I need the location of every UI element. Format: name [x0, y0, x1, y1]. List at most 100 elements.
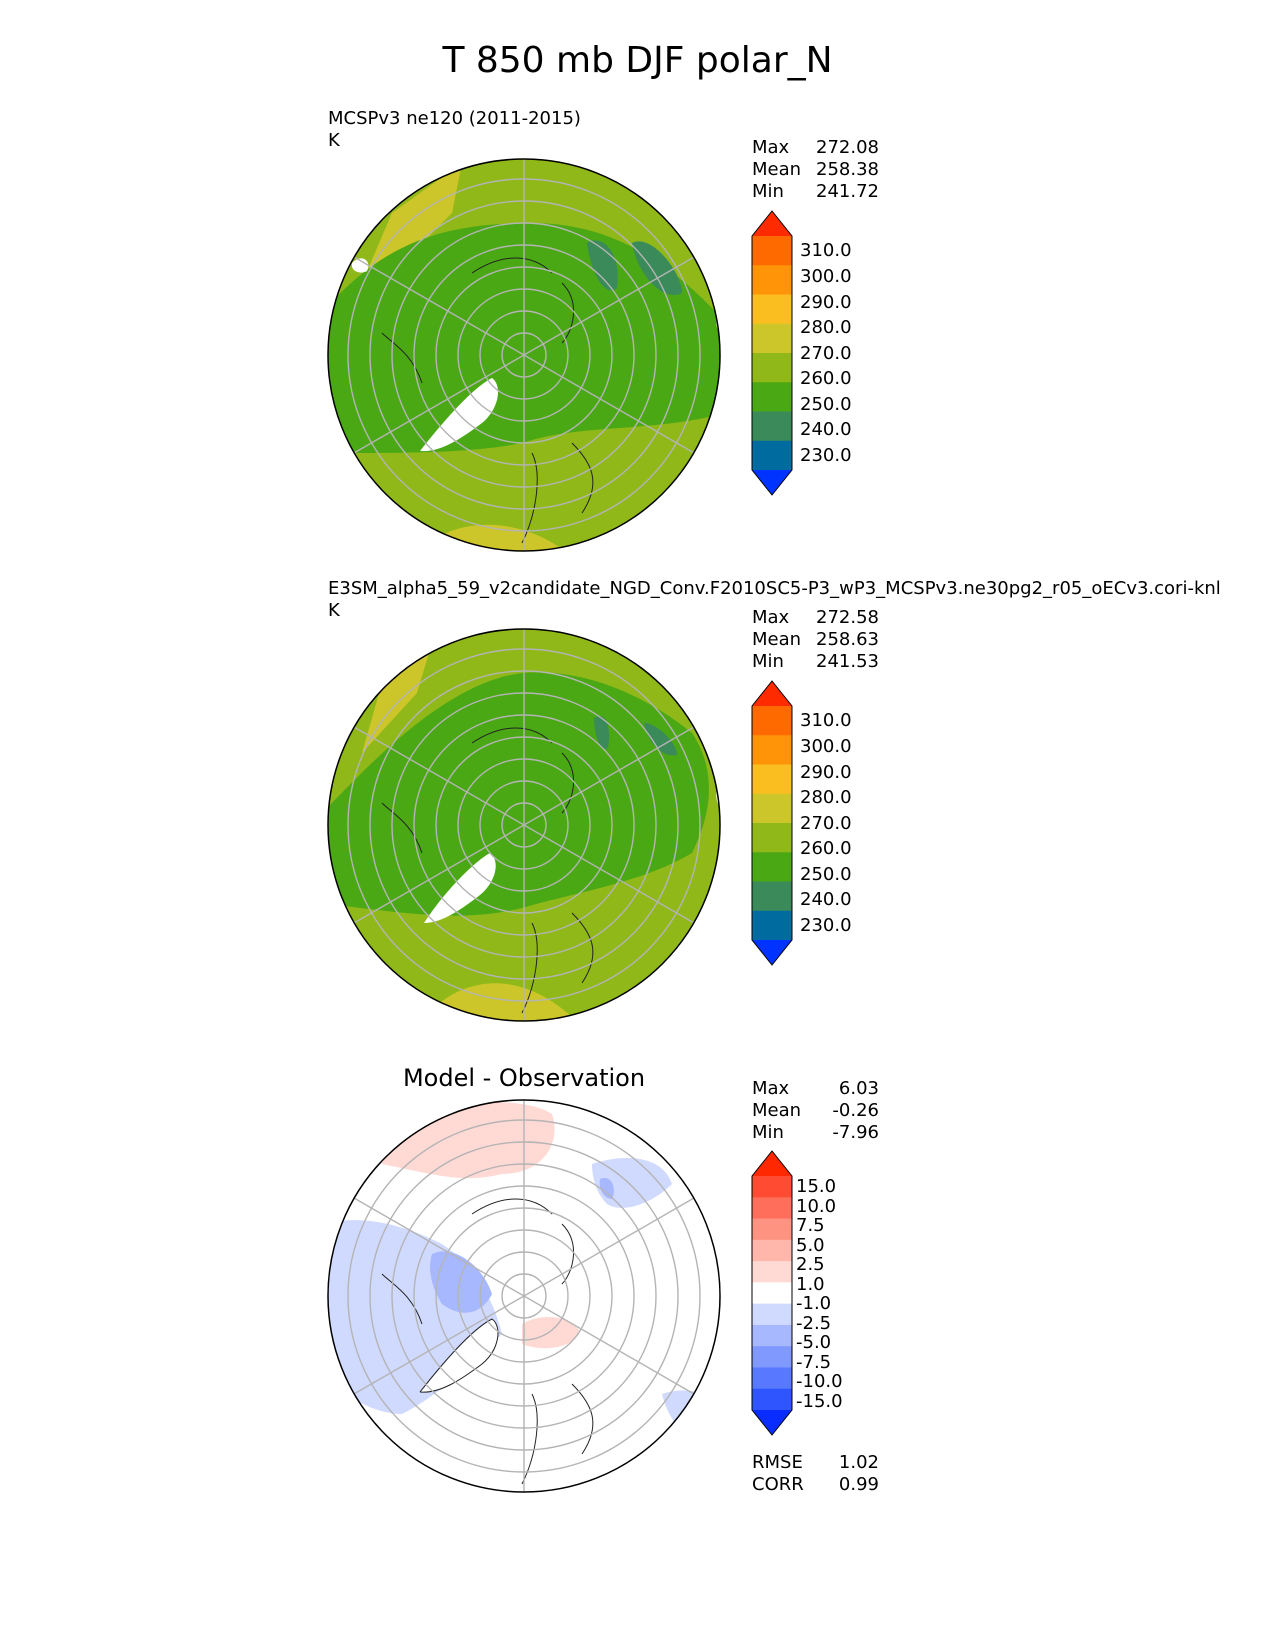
colorbar-segment [752, 852, 792, 882]
colorbar-segment [752, 1239, 792, 1262]
colorbar-segment [752, 1282, 792, 1305]
cb-label: -7.5 [796, 1352, 832, 1373]
mask-a [351, 258, 369, 273]
colorbar-segment [752, 764, 792, 795]
colorbar-segment [752, 1388, 792, 1411]
colorbar-outline [751, 680, 793, 966]
panel-1-map [327, 158, 721, 552]
coastlines [381, 727, 594, 1014]
panel-1-colorbar [751, 210, 793, 496]
colorbar-segment [752, 1218, 792, 1241]
colorbar-segment [752, 294, 792, 325]
panel-2-map [327, 628, 721, 1022]
graticule [347, 629, 701, 1021]
cb-label: 290.0 [800, 762, 852, 783]
stat-mean-label: Mean [752, 159, 802, 180]
cb-label: 270.0 [800, 343, 852, 364]
cb-label: 10.0 [796, 1196, 837, 1217]
cb-label: -10.0 [796, 1371, 843, 1392]
colorbar-segment [752, 735, 792, 765]
map-boundary [327, 628, 721, 1022]
colorbar-segment [752, 1324, 792, 1347]
stat-mean-value: 258.38 [816, 159, 879, 180]
colorbar-segment [752, 1176, 792, 1198]
colorbar-extend-max [752, 1151, 792, 1176]
cb-label: -1.0 [796, 1293, 832, 1314]
panel-2-units: K [328, 600, 340, 621]
colorbar-segment [752, 1303, 792, 1326]
panel-3-metrics: RMSE 1.02 CORR 0.99 [752, 1452, 879, 1496]
colorbar-segment [752, 706, 792, 736]
cb-label: 240.0 [800, 419, 852, 440]
coastlines [381, 1198, 594, 1485]
panel-1-units: K [328, 130, 340, 151]
graticule [347, 1100, 701, 1492]
map-fill-negative-east-core [599, 1178, 614, 1199]
panel-1-title: MCSPv3 ne120 (2011-2015) [328, 108, 581, 129]
colorbar-segment [752, 881, 792, 912]
cb-label: 280.0 [800, 317, 852, 338]
stat-max-value: 272.58 [816, 607, 879, 628]
cb-label: 310.0 [800, 710, 852, 731]
metric-corr-label: CORR [752, 1474, 804, 1495]
stat-min-label: Min [752, 1122, 784, 1143]
stat-max-label: Max [752, 137, 790, 158]
cb-label: -15.0 [796, 1391, 843, 1412]
colorbar-extend-max [752, 681, 792, 706]
colorbar-segment [752, 411, 792, 442]
panel-2-colorbar [751, 680, 793, 966]
stat-max-value: 272.08 [816, 137, 879, 158]
cb-label: 7.5 [796, 1215, 825, 1236]
map-fill-280-south [412, 524, 572, 551]
stat-min-value: 241.72 [816, 181, 879, 202]
stat-max-label: Max [752, 1078, 790, 1099]
figure-title: T 850 mb DJF polar_N [442, 40, 833, 81]
colorbar-outline [751, 210, 793, 496]
cb-label: 260.0 [800, 368, 852, 389]
cb-label: 300.0 [800, 266, 852, 287]
colorbar-segment [752, 910, 792, 941]
cb-label: 310.0 [800, 240, 852, 261]
stat-min-value: -7.96 [832, 1122, 879, 1143]
panel-3-stats: Max 6.03 Mean -0.26 Min -7.96 [752, 1078, 879, 1144]
map-fill-positive-north [382, 1102, 555, 1179]
panel-2-title: E3SM_alpha5_59_v2candidate_NGD_Conv.F201… [328, 578, 1221, 599]
graticule [347, 159, 701, 551]
cb-label: -5.0 [796, 1332, 832, 1353]
stat-mean-label: Mean [752, 629, 802, 650]
cb-label: 270.0 [800, 813, 852, 834]
colorbar-segment [752, 1367, 792, 1390]
stat-mean-value: -0.26 [832, 1100, 879, 1121]
map-fill-negative-south-east [662, 1390, 720, 1442]
metric-rmse-value: 1.02 [838, 1452, 879, 1473]
greenland-mask [424, 853, 496, 923]
panel-1-stats: Max 272.08 Mean 258.38 Min 241.72 [752, 137, 879, 203]
colorbar-segment [752, 793, 792, 824]
map-fill-250-b [644, 723, 677, 756]
panel-3-colorbar [751, 1150, 793, 1436]
colorbar-segment [752, 440, 792, 471]
coastlines [381, 257, 594, 544]
cb-label: 2.5 [796, 1254, 825, 1275]
cb-label: -2.5 [796, 1313, 832, 1334]
map-fill-250-a [587, 240, 618, 291]
colorbar-extend-min [752, 1410, 792, 1435]
colorbar-extend-min [752, 470, 792, 495]
cb-label: 240.0 [800, 889, 852, 910]
colorbar-extend-max [752, 211, 792, 236]
panel-3-title: Model - Observation [402, 1064, 646, 1092]
stat-mean-value: 258.63 [816, 629, 879, 650]
colorbar-segment [752, 323, 792, 354]
map-fill-250-a [594, 716, 610, 749]
map-fill-negative-canada [430, 1251, 492, 1313]
cb-label: 230.0 [800, 445, 852, 466]
colorbar-segment [752, 1346, 792, 1368]
cb-label: 260.0 [800, 838, 852, 859]
metric-rmse-label: RMSE [752, 1452, 803, 1473]
colorbar-segment [752, 382, 792, 412]
stat-max-label: Max [752, 607, 790, 628]
stat-min-label: Min [752, 651, 784, 672]
colorbar-segment [752, 1261, 792, 1283]
map-boundary [327, 158, 721, 552]
colorbar-extend-min [752, 940, 792, 965]
